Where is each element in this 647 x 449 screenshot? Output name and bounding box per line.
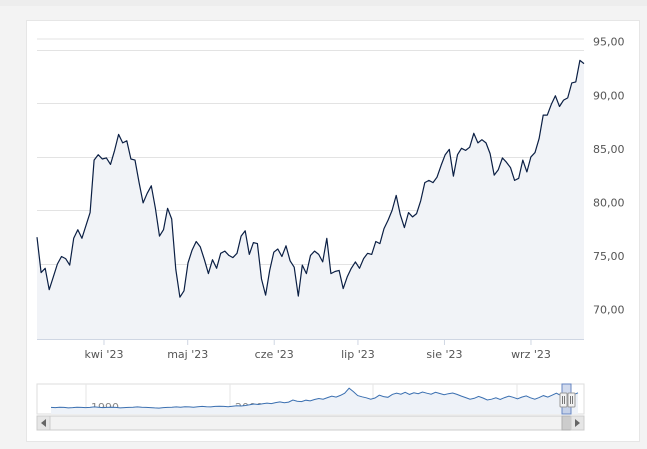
arrow-right-icon [575, 419, 580, 427]
x-tick-label: maj '23 [167, 348, 208, 361]
y-tick-label: 80,00 [593, 196, 625, 209]
y-tick-label: 85,00 [593, 143, 625, 156]
navigator-handle-left[interactable] [559, 392, 568, 408]
x-tick-label: sie '23 [426, 348, 462, 361]
scrollbar-track[interactable] [36, 415, 585, 431]
price-area-fill [37, 60, 584, 340]
navigator-line [50, 387, 579, 409]
y-tick-label: 70,00 [593, 304, 625, 317]
price-line [36, 59, 585, 298]
x-tick-label: kwi '23 [85, 348, 124, 361]
range-navigator[interactable]: 1990200020102020 [36, 383, 585, 415]
y-tick-label: 95,00 [593, 36, 625, 49]
x-axis-labels: kwi '23 maj '23 cze '23 lip '23 sie '23 wrz '… [85, 339, 551, 361]
navigator-handle-right[interactable] [567, 392, 576, 408]
x-tick-label: wrz '23 [511, 348, 551, 361]
scrollbar-thumb[interactable] [561, 415, 572, 431]
price-area [36, 59, 585, 340]
x-tick-label: lip '23 [341, 348, 375, 361]
x-tick-label: cze '23 [255, 348, 294, 361]
top-strip [0, 0, 647, 6]
arrow-left-icon [41, 419, 46, 427]
y-axis-labels: 70,00 75,00 80,00 85,00 90,00 95,00 [593, 36, 625, 317]
y-tick-label: 75,00 [593, 250, 625, 263]
scrollbar[interactable] [36, 415, 585, 431]
y-tick-label: 90,00 [593, 89, 625, 102]
